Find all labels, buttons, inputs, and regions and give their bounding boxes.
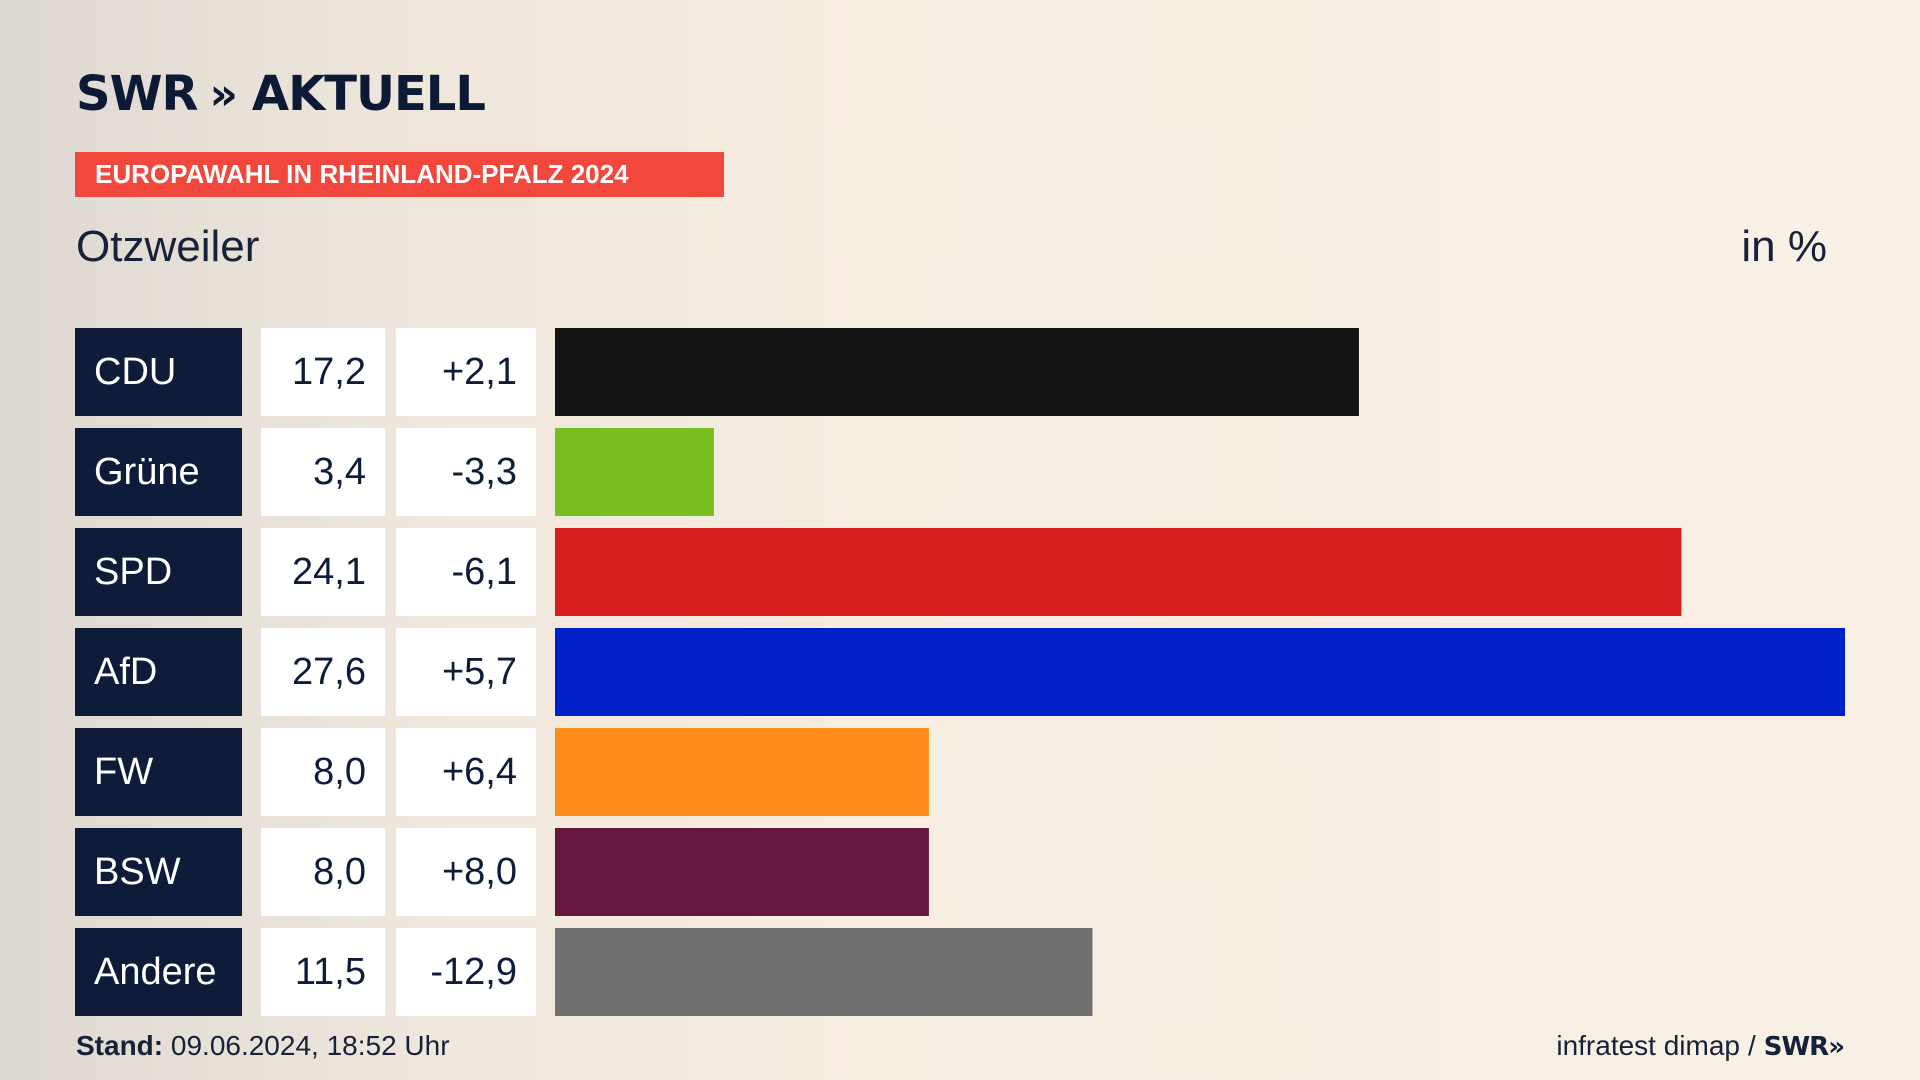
change-box [396, 628, 536, 716]
footer-source: infratest dimap / SWR» [1556, 1030, 1845, 1062]
bar-afd [555, 628, 1845, 716]
change-box [396, 528, 536, 616]
value-box [261, 328, 385, 416]
change-label: +2,1 [442, 351, 517, 393]
change-label: -3,3 [452, 451, 517, 493]
value-label: 8,0 [313, 751, 366, 793]
bar-cdu [555, 328, 1359, 416]
party-label-box [75, 328, 242, 416]
value-label: 3,4 [313, 451, 366, 493]
party-label-box [75, 428, 242, 516]
value-box [261, 828, 385, 916]
election-tag: EUROPAWAHL IN RHEINLAND-PFALZ 2024 [75, 152, 724, 197]
value-box [261, 728, 385, 816]
value-box [261, 428, 385, 516]
stand-label: Stand: [76, 1030, 164, 1061]
value-label: 17,2 [292, 351, 366, 393]
change-label: -6,1 [452, 551, 517, 593]
value-label: 24,1 [292, 551, 366, 593]
bar-grüne [555, 428, 714, 516]
change-box [396, 728, 536, 816]
change-box [396, 928, 536, 1016]
unit-label: in % [1741, 222, 1827, 271]
party-label-box [75, 828, 242, 916]
swr-aktuell-logo: SWR » AKTUELL [76, 66, 486, 122]
party-label: FW [94, 751, 153, 793]
bar-fw [555, 728, 929, 816]
party-label-box [75, 628, 242, 716]
source-logo-chevrons-icon: » [1828, 1032, 1845, 1062]
source-text: infratest dimap [1556, 1030, 1740, 1061]
change-box [396, 428, 536, 516]
party-label: CDU [94, 351, 176, 393]
party-label: Andere [94, 951, 217, 993]
source-separator: / [1747, 1030, 1756, 1061]
value-box [261, 528, 385, 616]
change-label: +8,0 [442, 851, 517, 893]
change-label: -12,9 [430, 951, 517, 993]
change-label: +5,7 [442, 651, 517, 693]
party-label: SPD [94, 551, 172, 593]
party-label-box [75, 928, 242, 1016]
stand-value: 09.06.2024, 18:52 Uhr [170, 1030, 450, 1061]
place-title: Otzweiler [76, 222, 260, 271]
value-box [261, 628, 385, 716]
bar-spd [555, 528, 1682, 616]
party-label-box [75, 728, 242, 816]
change-box [396, 328, 536, 416]
value-label: 8,0 [313, 851, 366, 893]
change-label: +6,4 [442, 751, 517, 793]
change-box [396, 828, 536, 916]
party-label: Grüne [94, 451, 200, 493]
source-swr-logo: SWR» [1763, 1032, 1845, 1062]
logo-swr: SWR [76, 66, 198, 122]
bar-bsw [555, 828, 929, 916]
value-label: 27,6 [292, 651, 366, 693]
footer-stand: Stand: 09.06.2024, 18:52 Uhr [76, 1030, 450, 1062]
source-logo-text: SWR [1763, 1032, 1829, 1062]
party-label: AfD [94, 651, 157, 693]
party-label-box [75, 528, 242, 616]
value-label: 11,5 [295, 951, 366, 993]
bar-andere [555, 928, 1093, 1016]
logo-aktuell: AKTUELL [251, 66, 486, 122]
party-label: BSW [94, 851, 181, 893]
value-box [261, 928, 385, 1016]
